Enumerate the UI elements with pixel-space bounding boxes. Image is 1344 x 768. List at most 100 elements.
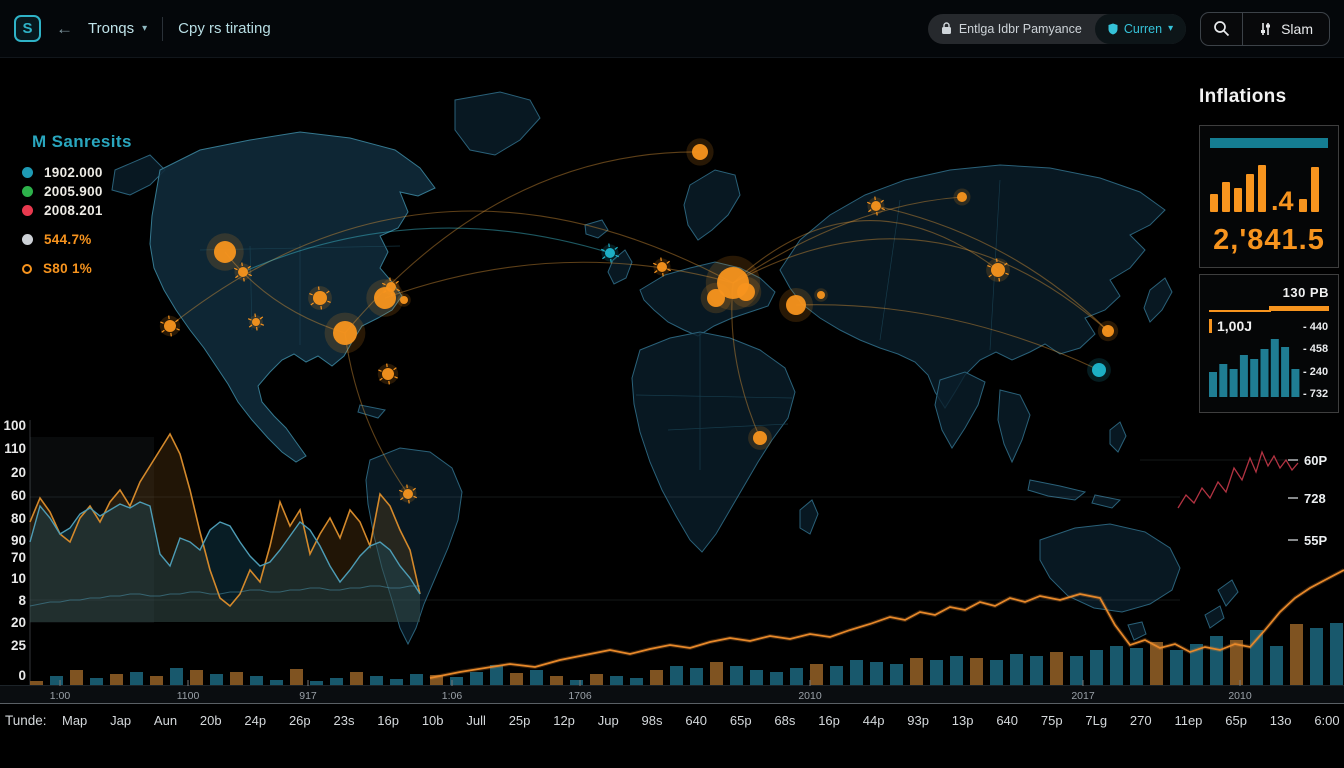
timeline-label[interactable]: 640 xyxy=(996,713,1019,728)
legend-item[interactable]: 544.7% xyxy=(14,232,174,247)
timeline-label[interactable]: 26p xyxy=(288,713,311,728)
legend-value: 544.7% xyxy=(44,232,92,247)
pictogram-bar xyxy=(1246,174,1254,212)
timeline-label[interactable]: 640 xyxy=(685,713,708,728)
mini-bar-chart xyxy=(1209,339,1300,397)
search-button[interactable] xyxy=(1201,12,1244,45)
map-bubble[interactable] xyxy=(779,288,813,322)
legend-title: M Sanresits xyxy=(32,132,132,151)
map-bubble[interactable] xyxy=(730,276,762,308)
connection-arc xyxy=(731,282,761,439)
pictogram-bar xyxy=(1210,194,1218,212)
pictogram-bar xyxy=(1258,165,1266,212)
nav-title-dropdown[interactable]: Tronqs ▾ xyxy=(88,20,147,37)
map-bubble[interactable] xyxy=(1087,358,1111,382)
timeline-label[interactable]: 68s xyxy=(774,713,796,728)
mini-axis-label: - 732 xyxy=(1303,387,1329,400)
timeline-label[interactable]: 65p xyxy=(1225,713,1247,728)
timeline-label[interactable]: 270 xyxy=(1129,713,1152,728)
legend-dot xyxy=(22,186,33,197)
map-bubble[interactable] xyxy=(601,243,619,263)
map-bubble[interactable] xyxy=(748,426,772,450)
timeline-label[interactable]: Jull xyxy=(466,713,486,728)
panel-title: Inflations xyxy=(1199,86,1287,107)
timeline-labels: Map Jap Aun 20b 24p 26p 23s 16p 10b Jull 25p 12p Jup… xyxy=(62,713,1340,728)
timeline-label[interactable]: 6:00 xyxy=(1314,713,1340,728)
legend-item[interactable]: 2005.900 xyxy=(14,184,174,199)
map-bubble[interactable] xyxy=(324,312,366,354)
timeline-label[interactable]: 24p xyxy=(244,713,267,728)
legend-item[interactable]: 1902.000 xyxy=(14,165,174,180)
timeline-label[interactable]: 13p xyxy=(951,713,974,728)
mini-axis-label: - 240 xyxy=(1303,365,1329,378)
timeline-label[interactable]: 44p xyxy=(862,713,885,728)
map-bubble[interactable] xyxy=(700,282,732,314)
search-box: Slam xyxy=(1200,11,1330,46)
connection-arc xyxy=(732,196,963,284)
legend-value: 2005.900 xyxy=(44,184,103,199)
search-icon xyxy=(1214,21,1230,37)
map-bubble[interactable] xyxy=(397,293,411,307)
map-bubble[interactable] xyxy=(377,363,399,385)
timeline-label[interactable]: Jap xyxy=(110,713,132,728)
map-bubble[interactable] xyxy=(986,258,1010,282)
map-bubble[interactable] xyxy=(814,288,828,302)
header: S ← Tronqs ▾ Cpy rs tirating Entlga Idbr… xyxy=(0,0,1344,58)
mini-chart-axis: - 440 - 458 - 240 - 732 xyxy=(1301,317,1329,402)
chevron-down-icon: ▾ xyxy=(142,23,148,34)
currency-label: Curren xyxy=(1123,21,1163,36)
legend-items: 1902.000 2005.900 2008.201 544.7% S80 1% xyxy=(14,165,174,276)
connection-arc xyxy=(875,205,1109,332)
connection-arc xyxy=(732,238,1109,332)
lock-icon xyxy=(941,22,951,34)
currency-dropdown[interactable]: Curren ▾ xyxy=(1094,13,1187,44)
back-button[interactable]: ← xyxy=(56,18,73,38)
privacy-label-text: Entlga Idbr Pamyance xyxy=(958,21,1082,36)
map-bubble[interactable] xyxy=(234,262,252,282)
timeline-label[interactable]: 23s xyxy=(333,713,355,728)
filter-menu-button[interactable]: Slam xyxy=(1243,21,1329,37)
timeline-label[interactable]: 20b xyxy=(199,713,222,728)
map-bubble[interactable] xyxy=(1097,320,1119,342)
sub-value: 1,00J xyxy=(1209,317,1301,335)
timeline-label[interactable]: 11ep xyxy=(1174,713,1203,728)
timeline-label[interactable]: 13o xyxy=(1269,713,1292,728)
map-bubble[interactable] xyxy=(686,138,714,166)
legend-value: 1902.000 xyxy=(44,165,103,180)
inflation-card: .4 2,'841.5 xyxy=(1199,125,1339,268)
timeline-label[interactable]: 25p xyxy=(508,713,531,728)
legend-dot xyxy=(22,167,33,178)
map-bubble[interactable] xyxy=(308,286,332,310)
inflation-pictogram: .4 xyxy=(1209,162,1329,214)
timeline-label[interactable]: Map xyxy=(62,713,88,728)
filter-menu-label: Slam xyxy=(1281,20,1313,37)
map-bubble[interactable] xyxy=(247,313,265,331)
shield-icon xyxy=(1108,23,1118,34)
legend-item[interactable]: S80 1% xyxy=(14,261,174,276)
timeline-label[interactable]: 98s xyxy=(641,713,663,728)
stat-label: 130 PB xyxy=(1282,285,1329,300)
timeline-label[interactable]: Aun xyxy=(153,713,178,728)
timeline-label[interactable]: 93p xyxy=(907,713,929,728)
map-legend: M Sanresits 1902.000 2005.900 2008.201 544.… xyxy=(14,132,174,280)
map-bubble[interactable] xyxy=(159,315,181,337)
continents xyxy=(111,91,1239,646)
map-bubble[interactable] xyxy=(867,196,885,216)
map-bubble[interactable] xyxy=(653,257,671,277)
timeline-label[interactable]: 7Lg xyxy=(1085,713,1108,728)
map-bubble[interactable] xyxy=(953,188,971,206)
app-logo[interactable]: S xyxy=(14,15,41,42)
timeline-label[interactable]: 10b xyxy=(421,713,444,728)
legend-item[interactable]: 2008.201 xyxy=(14,203,174,218)
map-bubble[interactable] xyxy=(206,233,244,271)
timeline-label[interactable]: 16p xyxy=(818,713,840,728)
timeline-label[interactable]: 75p xyxy=(1040,713,1063,728)
map-bubble[interactable] xyxy=(382,277,400,297)
timeline-label[interactable]: Jup xyxy=(597,713,619,728)
timeline-label[interactable]: 65p xyxy=(729,713,752,728)
timeline-label[interactable]: 12p xyxy=(553,713,575,728)
timeline-label[interactable]: 16p xyxy=(377,713,399,728)
inflation-value: 2,'841.5 xyxy=(1213,224,1325,256)
